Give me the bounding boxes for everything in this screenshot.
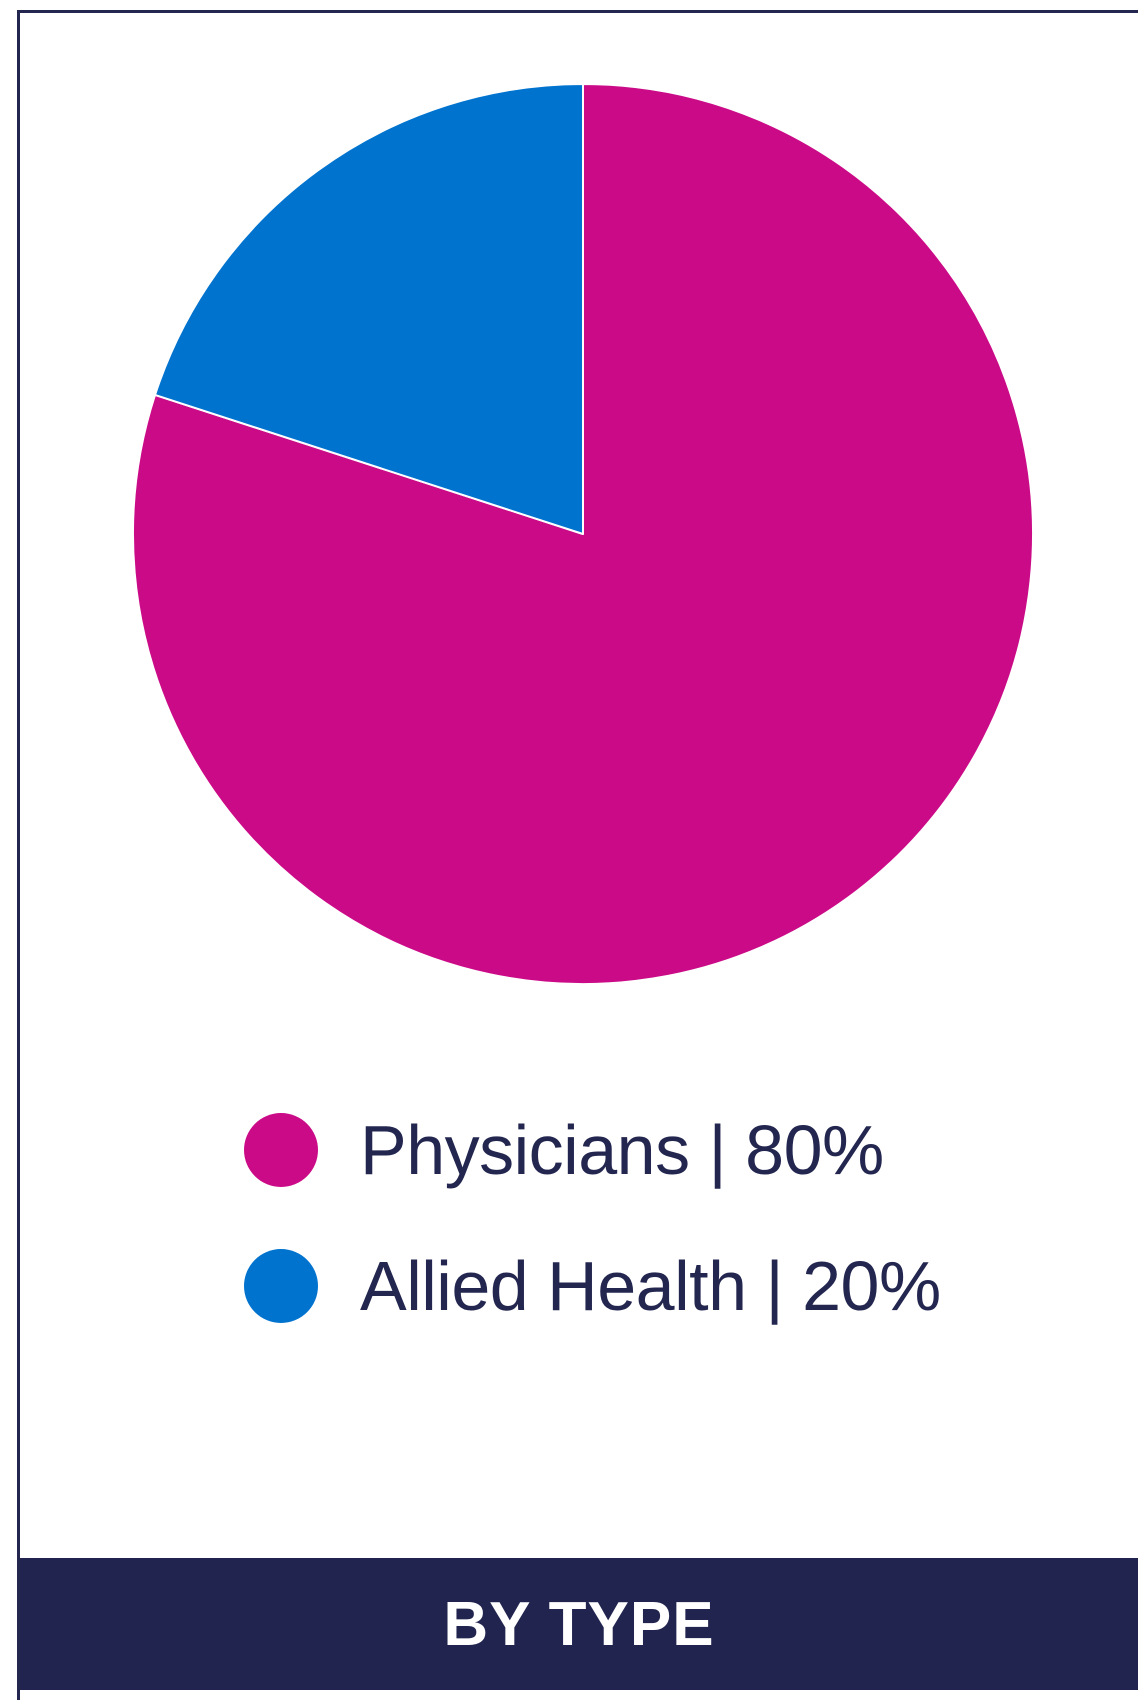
legend-swatch-allied-health <box>244 1249 318 1323</box>
pie-slice-allied-health <box>154 83 584 535</box>
chart-title: BY TYPE <box>443 1589 715 1659</box>
legend-swatch-physicians <box>244 1113 318 1187</box>
legend-item-allied-health: Allied Health | 20% <box>244 1246 941 1326</box>
legend-label-physicians: Physicians | 80% <box>360 1111 884 1189</box>
pie-chart <box>132 83 1035 985</box>
footer-banner: BY TYPE <box>20 1558 1138 1690</box>
legend-item-physicians: Physicians | 80% <box>244 1110 884 1190</box>
legend-label-allied-health: Allied Health | 20% <box>360 1247 941 1325</box>
